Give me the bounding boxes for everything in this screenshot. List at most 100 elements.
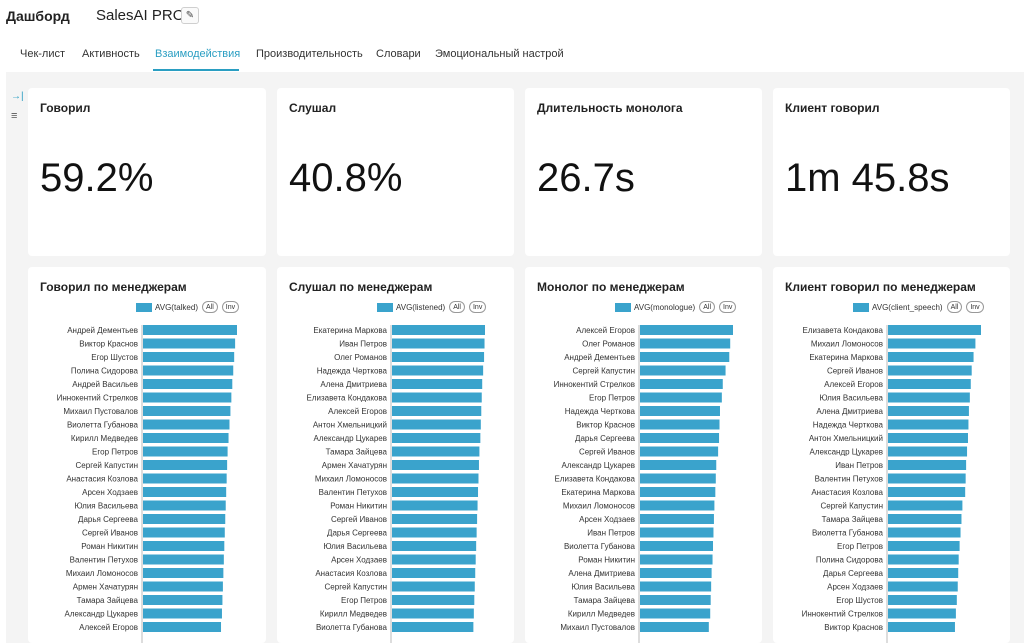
- bar[interactable]: [640, 622, 709, 632]
- bar[interactable]: [640, 460, 717, 470]
- bar[interactable]: [143, 325, 237, 335]
- bar[interactable]: [888, 541, 960, 551]
- bar[interactable]: [143, 595, 223, 605]
- bar[interactable]: [143, 419, 230, 430]
- bar[interactable]: [640, 406, 720, 416]
- bar[interactable]: [640, 514, 714, 524]
- bar[interactable]: [392, 608, 474, 619]
- bar[interactable]: [392, 541, 477, 551]
- bar[interactable]: [143, 622, 222, 632]
- bar[interactable]: [640, 608, 711, 619]
- bar[interactable]: [392, 379, 483, 389]
- bar[interactable]: [392, 446, 480, 457]
- bar[interactable]: [392, 514, 478, 524]
- legend-invert-button[interactable]: Inv: [468, 301, 487, 313]
- bar[interactable]: [888, 514, 962, 524]
- bar[interactable]: [888, 352, 974, 362]
- bar[interactable]: [640, 595, 711, 605]
- bar[interactable]: [392, 352, 485, 362]
- bar[interactable]: [888, 487, 966, 497]
- bar[interactable]: [640, 433, 720, 443]
- bar[interactable]: [143, 581, 223, 592]
- bar[interactable]: [640, 473, 716, 484]
- bar[interactable]: [392, 473, 479, 484]
- bar[interactable]: [888, 406, 969, 416]
- bar[interactable]: [888, 595, 957, 605]
- bar[interactable]: [640, 500, 715, 511]
- bar[interactable]: [640, 541, 714, 551]
- tab-interactions[interactable]: Взаимодействия: [155, 48, 241, 60]
- bar[interactable]: [888, 460, 967, 470]
- bar[interactable]: [640, 568, 712, 578]
- bar[interactable]: [640, 379, 723, 389]
- bar[interactable]: [888, 581, 958, 592]
- bar[interactable]: [640, 581, 712, 592]
- bar[interactable]: [143, 379, 233, 389]
- bar[interactable]: [143, 433, 229, 443]
- bar[interactable]: [640, 365, 726, 376]
- bar[interactable]: [888, 500, 963, 511]
- tab-performance[interactable]: Производительность: [256, 48, 363, 60]
- bar[interactable]: [392, 433, 481, 443]
- legend-all-button[interactable]: All: [946, 301, 963, 313]
- tab-dictionaries[interactable]: Словари: [376, 48, 421, 60]
- tab-checklist[interactable]: Чек-лист: [20, 48, 66, 60]
- bar[interactable]: [143, 514, 226, 524]
- bar[interactable]: [392, 338, 485, 349]
- bar[interactable]: [888, 568, 959, 578]
- bar[interactable]: [640, 527, 714, 538]
- bar[interactable]: [392, 365, 484, 376]
- bar[interactable]: [392, 325, 485, 335]
- bar[interactable]: [888, 446, 968, 457]
- bar[interactable]: [143, 568, 224, 578]
- bar[interactable]: [392, 581, 475, 592]
- bar[interactable]: [143, 527, 225, 538]
- legend-all-button[interactable]: All: [449, 301, 465, 313]
- breadcrumb[interactable]: Дашборд: [6, 8, 70, 24]
- legend-all-button[interactable]: All: [201, 301, 218, 313]
- legend-invert-button[interactable]: Inv: [966, 301, 984, 313]
- bar[interactable]: [888, 608, 956, 619]
- bar[interactable]: [392, 527, 477, 538]
- legend-invert-button[interactable]: Inv: [719, 301, 737, 313]
- bar[interactable]: [392, 568, 476, 578]
- bar[interactable]: [143, 554, 224, 565]
- bar[interactable]: [640, 554, 713, 565]
- bar[interactable]: [143, 392, 232, 403]
- bar[interactable]: [143, 541, 225, 551]
- bar[interactable]: [888, 473, 966, 484]
- bar[interactable]: [640, 446, 719, 457]
- pencil-icon[interactable]: ✎: [181, 7, 199, 24]
- bar[interactable]: [143, 608, 222, 619]
- bar[interactable]: [143, 500, 226, 511]
- bar[interactable]: [640, 419, 720, 430]
- bar[interactable]: [888, 392, 970, 403]
- bar[interactable]: [640, 338, 731, 349]
- legend-invert-button[interactable]: Inv: [221, 301, 240, 313]
- bar[interactable]: [640, 392, 722, 403]
- bar[interactable]: [143, 338, 236, 349]
- bar[interactable]: [640, 487, 716, 497]
- collapse-icon[interactable]: →|: [11, 91, 24, 102]
- filter-icon[interactable]: ≡: [11, 110, 18, 122]
- bar[interactable]: [143, 460, 228, 470]
- bar[interactable]: [888, 379, 971, 389]
- tab-emotional-mood[interactable]: Эмоциональный настрой: [435, 48, 564, 60]
- bar[interactable]: [888, 419, 969, 430]
- bar[interactable]: [888, 365, 972, 376]
- bar[interactable]: [143, 406, 231, 416]
- bar[interactable]: [640, 325, 733, 335]
- bar[interactable]: [392, 500, 478, 511]
- bar[interactable]: [392, 487, 479, 497]
- bar[interactable]: [888, 622, 955, 632]
- bar[interactable]: [143, 487, 227, 497]
- legend-all-button[interactable]: All: [699, 301, 715, 313]
- bar[interactable]: [143, 352, 235, 362]
- bar[interactable]: [888, 433, 968, 443]
- tab-activity[interactable]: Активность: [82, 48, 140, 60]
- bar[interactable]: [392, 406, 482, 416]
- bar[interactable]: [888, 554, 959, 565]
- bar[interactable]: [392, 460, 479, 470]
- bar[interactable]: [640, 352, 730, 362]
- bar[interactable]: [143, 473, 227, 484]
